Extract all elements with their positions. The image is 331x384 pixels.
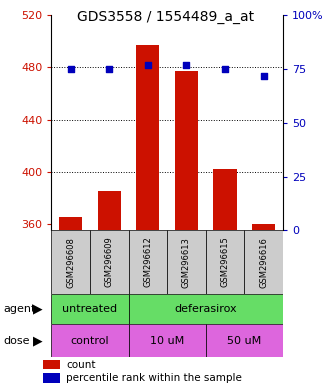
Bar	[206, 230, 244, 294]
Point	[261, 73, 266, 79]
Bar	[43, 360, 60, 369]
Bar	[51, 324, 128, 357]
Text: GDS3558 / 1554489_a_at: GDS3558 / 1554489_a_at	[77, 10, 254, 23]
Bar	[206, 324, 283, 357]
Text: GSM296608: GSM296608	[66, 237, 75, 288]
Point	[107, 66, 112, 72]
Bar	[136, 45, 160, 230]
Bar	[59, 217, 82, 230]
Text: deferasirox: deferasirox	[174, 304, 237, 314]
Bar	[51, 294, 128, 324]
Text: ▶: ▶	[33, 334, 43, 347]
Point	[222, 66, 228, 72]
Text: 10 uM: 10 uM	[150, 336, 184, 346]
Point	[184, 62, 189, 68]
Text: GSM296612: GSM296612	[143, 237, 152, 288]
Bar	[98, 191, 121, 230]
Text: percentile rank within the sample: percentile rank within the sample	[66, 373, 242, 383]
Bar	[244, 230, 283, 294]
Text: untreated: untreated	[62, 304, 118, 314]
Point	[68, 66, 73, 72]
Bar	[167, 230, 206, 294]
Text: ▶: ▶	[33, 303, 43, 316]
Text: control: control	[71, 336, 109, 346]
Bar	[213, 169, 237, 230]
Bar	[175, 71, 198, 230]
Bar	[90, 230, 128, 294]
Text: GSM296609: GSM296609	[105, 237, 114, 288]
Bar	[128, 294, 283, 324]
Bar	[43, 373, 60, 382]
Point	[145, 62, 151, 68]
Text: count: count	[66, 360, 96, 370]
Bar	[252, 224, 275, 230]
Bar	[51, 230, 90, 294]
Text: GSM296615: GSM296615	[220, 237, 230, 288]
Text: agent: agent	[3, 304, 36, 314]
Text: GSM296613: GSM296613	[182, 237, 191, 288]
Bar	[128, 230, 167, 294]
Bar	[128, 324, 206, 357]
Text: GSM296616: GSM296616	[259, 237, 268, 288]
Text: 50 uM: 50 uM	[227, 336, 261, 346]
Text: dose: dose	[3, 336, 30, 346]
